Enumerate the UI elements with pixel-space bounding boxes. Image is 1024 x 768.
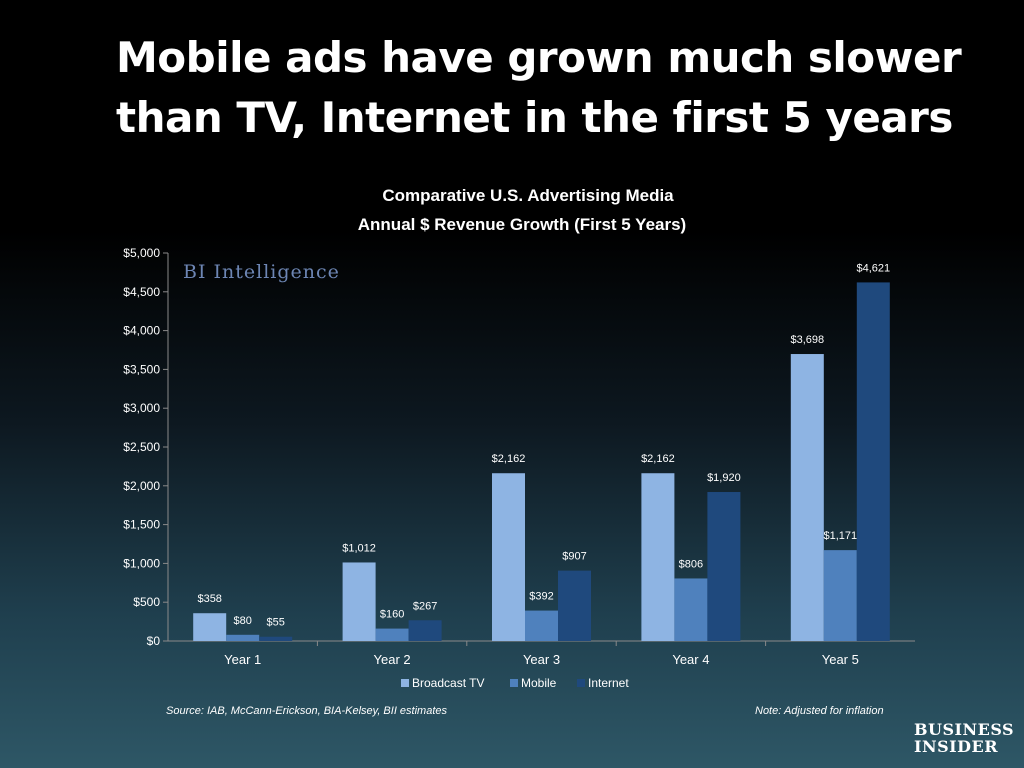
y-tick-label: $5,000 [123,246,160,260]
data-label: $1,012 [342,542,376,554]
data-label: $806 [679,558,703,570]
legend-swatch [577,679,585,687]
y-tick-label: $4,500 [123,285,160,299]
data-label: $907 [562,551,586,563]
bar [707,492,741,641]
y-tick-label: $3,500 [123,362,160,376]
legend-swatch [510,679,518,687]
bar [558,570,591,641]
chart-title-line-1: Comparative U.S. Advertising Media [382,186,674,205]
business-insider-logo: BUSINESS INSIDER [914,721,1014,755]
chart-title-line-2: Annual $ Revenue Growth (First 5 Years) [358,215,686,234]
bar [193,613,227,641]
data-label: $1,920 [707,472,741,484]
bi-intelligence-watermark: BI Intelligence [183,261,340,283]
bar [226,634,260,641]
data-label: $2,162 [641,453,675,465]
data-label: $4,621 [856,262,890,274]
data-label: $55 [267,617,285,629]
bar [856,282,890,641]
data-label: $267 [413,600,437,612]
bar [790,354,824,641]
bar [525,610,558,641]
y-tick-label: $0 [147,634,161,648]
slide-title: Mobile ads have grown much slower than T… [116,28,976,148]
slide-title-line-1: Mobile ads have grown much slower [116,33,962,82]
bar [492,473,525,641]
y-tick-label: $2,000 [123,479,160,493]
data-label: $358 [197,593,221,605]
legend-label: Broadcast TV [412,676,484,690]
footnote: Note: Adjusted for inflation [755,705,884,717]
logo-line-2: INSIDER [914,737,999,756]
slide-title-line-2: than TV, Internet in the first 5 years [116,93,953,142]
x-tick-label: Year 5 [822,652,859,667]
x-tick-label: Year 2 [374,652,411,667]
logo-line-1: BUSINESS [914,720,1015,739]
data-label: $160 [380,609,404,621]
bar [259,636,293,641]
legend-label: Mobile [521,676,557,690]
data-label: $392 [529,591,553,603]
legend-label: Internet [588,676,629,690]
y-tick-label: $3,000 [123,401,160,415]
bar [342,562,376,641]
y-tick-label: $1,500 [123,518,160,532]
y-tick-label: $1,000 [123,556,160,570]
bar [674,578,708,641]
bar [408,620,442,641]
data-label: $80 [234,615,252,627]
data-label: $1,171 [823,530,857,542]
y-tick-label: $500 [133,595,160,609]
data-label: $2,162 [492,453,526,465]
x-tick-label: Year 1 [224,652,261,667]
y-tick-label: $2,500 [123,440,160,454]
data-label: $3,698 [790,334,824,346]
bar [823,550,857,641]
x-tick-label: Year 4 [672,652,709,667]
legend-swatch [401,679,409,687]
source-note: Source: IAB, McCann-Erickson, BIA-Kelsey… [166,705,448,717]
x-tick-label: Year 3 [523,652,560,667]
bar [375,628,409,641]
y-tick-label: $4,000 [123,324,160,338]
bar [641,473,675,641]
